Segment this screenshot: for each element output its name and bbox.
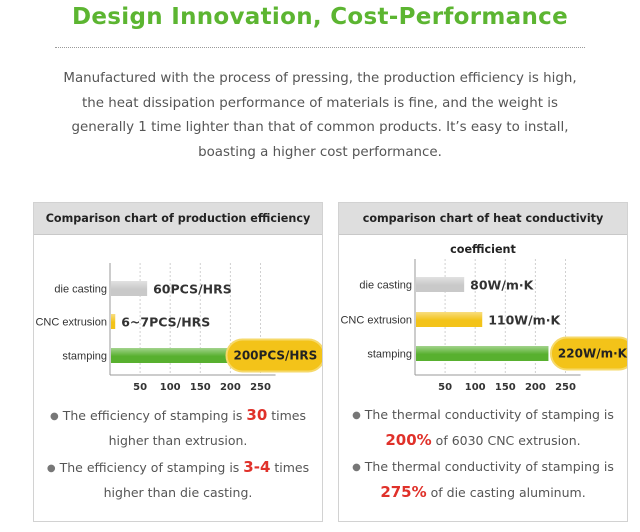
note-text: The thermal conductivity of stamping is <box>364 459 614 474</box>
x-tick-label: 150 <box>190 382 211 393</box>
value-label: 110W/m·K <box>488 313 561 328</box>
note-highlight: 200% <box>385 431 432 449</box>
efficiency-chart: 50 100 150 200 250 die casting 60PCS/HRS CNC ex… <box>35 263 322 393</box>
bullet-icon: ● <box>46 463 56 474</box>
note-highlight: 3-4 <box>243 458 271 476</box>
bar-sheen <box>416 346 549 361</box>
note-text: of die casting aluminum. <box>426 485 586 500</box>
value-badge <box>225 338 322 373</box>
intro-paragraph: Manufactured with the process of pressin… <box>63 71 577 160</box>
category-label: die casting <box>359 280 412 292</box>
bar-sheen <box>111 281 148 296</box>
x-tick-label: 100 <box>465 382 486 393</box>
value-label: 220W/m·K <box>558 347 627 361</box>
title-divider <box>55 47 585 48</box>
note-highlight: 275% <box>380 483 427 501</box>
category-label: CNC extrusion <box>340 315 412 327</box>
conductivity-chart-panel: comparison chart of heat conductivity co… <box>338 202 628 522</box>
conductivity-notes: ● The thermal conductivity of stamping is… <box>339 403 627 507</box>
note-item: ● The thermal conductivity of stamping is… <box>339 403 627 453</box>
bar-sheen <box>111 314 116 329</box>
note-text: The efficiency of stamping is <box>59 460 244 475</box>
value-label: 80W/m·K <box>470 278 535 293</box>
x-tick-label: 150 <box>495 382 516 393</box>
bar-sheen <box>111 348 232 363</box>
category-label: CNC extrusion <box>35 317 107 329</box>
value-badge <box>549 336 627 371</box>
note-highlight: 30 <box>246 406 268 424</box>
x-tick-label: 50 <box>438 382 452 393</box>
bullet-icon: ● <box>352 462 361 473</box>
bar-sheen <box>416 312 483 327</box>
x-tick-label: 250 <box>555 382 576 393</box>
x-tick-label: 250 <box>250 382 271 393</box>
category-label: die casting <box>54 284 107 296</box>
efficiency-chart-title: Comparison chart of production efficienc… <box>34 203 322 235</box>
efficiency-notes: ● The efficiency of stamping is 30 times … <box>34 403 322 507</box>
note-text: The efficiency of stamping is <box>62 408 247 423</box>
category-label: stamping <box>62 351 107 363</box>
x-tick-label: 200 <box>525 382 546 393</box>
bullet-icon: ● <box>49 411 59 422</box>
note-text: times higher than die casting. <box>103 460 310 500</box>
page-title: Design Innovation, Cost-Performance <box>72 4 568 30</box>
note-item: ● The thermal conductivity of stamping is… <box>339 455 627 505</box>
note-text: of 6030 CNC extrusion. <box>431 433 581 448</box>
x-tick-label: 50 <box>133 382 147 393</box>
value-label: 6~7PCS/HRS <box>121 315 210 330</box>
note-item: ● The efficiency of stamping is 3-4 times… <box>34 455 322 505</box>
efficiency-chart-panel: Comparison chart of production efficienc… <box>33 202 323 522</box>
conductivity-chart: 50 100 150 200 250 die casting 80W/m·K CNC extr… <box>340 259 627 393</box>
value-label: 60PCS/HRS <box>153 282 232 297</box>
x-tick-label: 200 <box>220 382 241 393</box>
bar-sheen <box>416 277 465 292</box>
category-label: stamping <box>367 349 412 361</box>
conductivity-chart-title: comparison chart of heat conductivity co… <box>339 203 627 256</box>
note-item: ● The efficiency of stamping is 30 times … <box>34 403 322 453</box>
note-text: times higher than extrusion. <box>108 408 306 448</box>
note-text: The thermal conductivity of stamping is <box>364 407 614 422</box>
bullet-icon: ● <box>352 410 361 421</box>
value-label: 200PCS/HRS <box>233 349 317 363</box>
x-tick-label: 100 <box>160 382 181 393</box>
